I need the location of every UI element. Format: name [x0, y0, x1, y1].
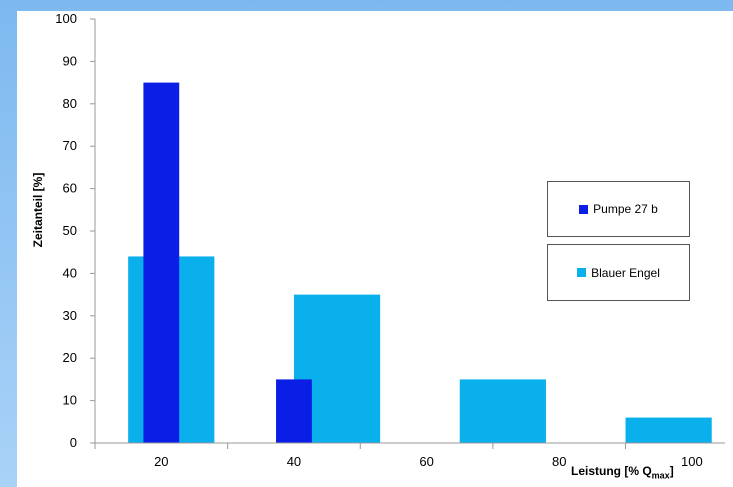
y-tick-label: 30: [63, 308, 77, 323]
legend-swatch-pumpe: [579, 204, 589, 214]
y-tick-label: 60: [63, 181, 77, 196]
legend-item-pumpe: Pumpe 27 b: [547, 181, 690, 237]
x-axis-ticks: 20 40 60 80 100: [94, 443, 703, 469]
pumpe-bars: [143, 82, 312, 443]
legend-label-pumpe: Pumpe 27 b: [593, 202, 658, 216]
pumpe-bar: [276, 379, 312, 443]
y-tick-label: 20: [63, 350, 77, 365]
y-tick-label: 90: [63, 53, 77, 68]
x-tick-label: 20: [154, 454, 168, 469]
y-tick-label: 0: [70, 435, 77, 450]
y-axis-ticks: 0 10 20 30 40 50 60 70 80 90 100: [55, 11, 95, 450]
y-tick-label: 100: [55, 11, 77, 26]
legend-item-blauer-engel: Blauer Engel: [547, 244, 690, 301]
x-axis-title: Leistung [% Qmax]: [571, 464, 674, 480]
x-tick-label: 100: [681, 454, 703, 469]
y-tick-label: 40: [63, 265, 77, 280]
x-tick-label: 60: [419, 454, 433, 469]
x-axis-title-end: ]: [669, 464, 674, 478]
legend-label-blauer-engel: Blauer Engel: [591, 265, 660, 280]
x-axis-title-main: Leistung [% Q: [571, 464, 652, 478]
y-tick-label: 10: [63, 393, 77, 408]
x-tick-label: 40: [287, 454, 301, 469]
y-axis-title: Zeitanteil [%]: [31, 173, 45, 248]
blauer-engel-bar: [625, 417, 712, 443]
x-tick-label: 80: [552, 454, 566, 469]
blauer-engel-bar: [459, 379, 546, 443]
x-axis-title-sub: max: [651, 470, 670, 481]
legend-swatch-blauer-engel: [577, 268, 587, 277]
pumpe-bar: [143, 82, 180, 443]
y-tick-label: 50: [63, 223, 77, 238]
y-tick-label: 70: [63, 138, 77, 153]
y-tick-label: 80: [63, 96, 77, 111]
